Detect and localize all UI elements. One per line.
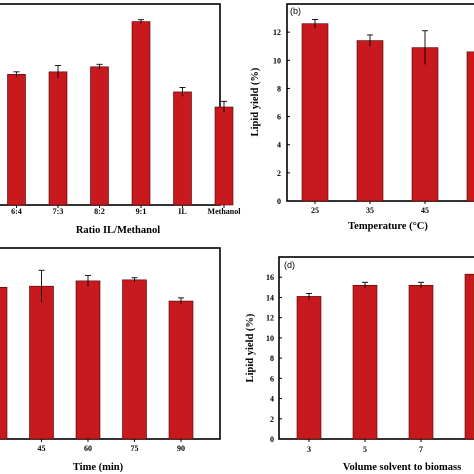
y-tick-label: 6 [277, 113, 281, 122]
panel-label: (d) [284, 260, 295, 270]
x-tick-label: IL [178, 207, 186, 216]
x-tick-label: 25 [311, 206, 319, 215]
chart-panel-b: 25354555024681012Temperature (°C)Lipid y… [250, 3, 474, 232]
y-tick-label: 6 [270, 374, 274, 383]
panel-label: (b) [290, 6, 301, 16]
y-tick-label: 16 [266, 273, 274, 282]
y-tick-label: 10 [266, 334, 274, 343]
bar [0, 286, 8, 440]
x-tick-label: 8:2 [94, 207, 105, 216]
x-tick-label: 90 [177, 444, 185, 453]
x-tick-label: 7 [419, 445, 423, 454]
x-axis-label: Temperature (°C) [348, 221, 428, 232]
x-axis-label: Time (min) [73, 462, 124, 473]
x-tick-label: 6:4 [11, 207, 22, 216]
x-tick-label: 3 [307, 445, 311, 454]
bar [7, 74, 26, 206]
x-tick-label: 7:3 [53, 207, 64, 216]
y-tick-label: 4 [270, 395, 274, 404]
plot-frame [0, 3, 221, 206]
x-tick-label: Methanol [208, 207, 242, 216]
bar [122, 279, 147, 440]
x-tick-label: 5 [363, 445, 367, 454]
bar [411, 47, 439, 202]
y-tick-label: 4 [277, 141, 281, 150]
bar [466, 51, 474, 202]
bar [296, 296, 322, 440]
y-tick-label: 8 [270, 354, 274, 363]
bar [173, 91, 192, 206]
bar [301, 23, 329, 202]
x-tick-label: 35 [366, 206, 374, 215]
bar [168, 300, 194, 440]
x-axis-label: Ratio IL/Methanol [76, 225, 160, 236]
x-tick-label: 45 [421, 206, 429, 215]
x-tick-label: 9:1 [136, 207, 147, 216]
bar [356, 40, 384, 202]
bar [408, 285, 434, 440]
y-tick-label: 0 [277, 197, 281, 206]
bar [214, 106, 234, 206]
y-tick-label: 10 [273, 56, 281, 65]
bar [29, 285, 54, 440]
plot-frame [286, 3, 474, 202]
x-tick-label: 60 [84, 444, 92, 453]
chart-panel-c: 3045607590Time (min) [0, 247, 221, 473]
y-tick-label: 14 [266, 293, 274, 302]
x-tick-label: 45 [38, 444, 46, 453]
bar [90, 66, 109, 206]
y-tick-label: 0 [270, 435, 274, 444]
y-tick-label: 12 [266, 314, 274, 323]
chart-panel-d: 35790246810121416Volume solvent to bioma… [245, 256, 474, 473]
y-tick-label: 12 [273, 28, 281, 37]
y-axis-label: Lipid yield (%) [250, 67, 261, 136]
plot-frame [278, 256, 474, 440]
bar [464, 273, 474, 440]
bar [75, 280, 101, 440]
bar [131, 21, 151, 206]
bar [352, 285, 378, 440]
y-tick-label: 2 [277, 169, 281, 178]
y-tick-label: 8 [277, 84, 281, 93]
x-tick-label: 75 [131, 444, 139, 453]
x-axis-label: Volume solvent to biomass [343, 462, 461, 473]
bar [48, 71, 68, 206]
y-tick-label: 2 [270, 415, 274, 424]
y-axis-label: Lipid yield (%) [245, 313, 256, 382]
